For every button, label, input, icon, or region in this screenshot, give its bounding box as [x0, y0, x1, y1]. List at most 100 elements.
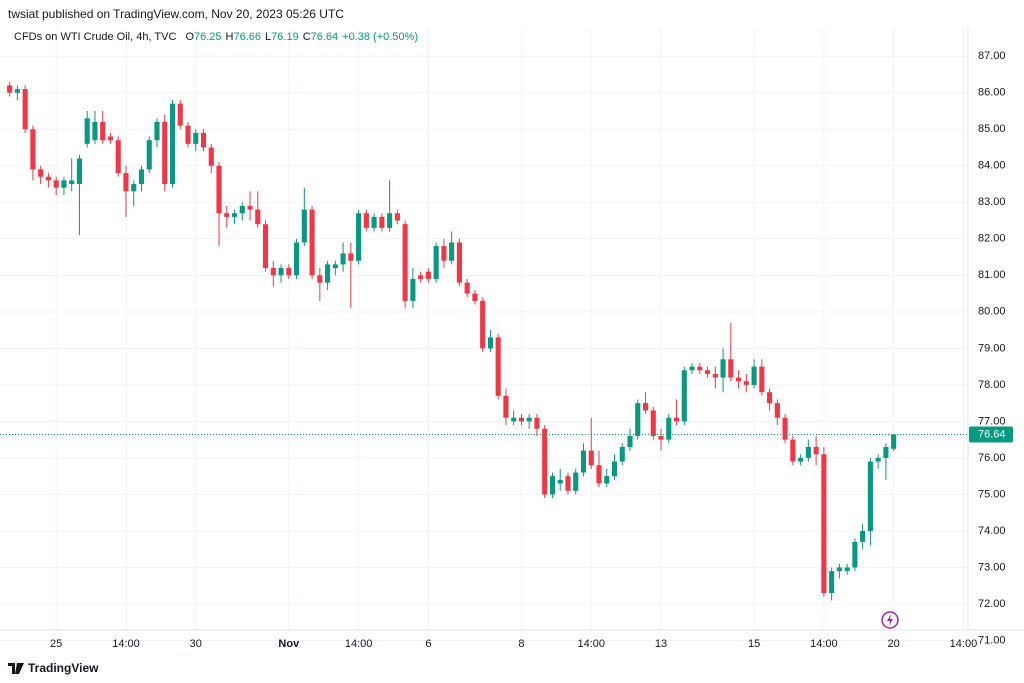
candle-body — [278, 268, 284, 276]
candle-body — [759, 366, 765, 393]
x-tick-label: 14:00 — [345, 638, 373, 650]
candle-body — [666, 417, 672, 440]
symbol: CFDs on WTI Crude Oil, 4h, TVC — [14, 31, 176, 43]
candle-body — [557, 479, 563, 484]
candle-body — [100, 121, 106, 141]
candle-body — [239, 205, 245, 214]
y-tick-label: 78.00 — [978, 379, 1006, 391]
y-tick-label: 71.00 — [978, 634, 1006, 646]
axes: 71.00 72.00 73.00 74.00 75.00 76.00 77.00 78.00… — [50, 50, 1013, 650]
candle-body — [177, 103, 183, 126]
candle-body — [216, 165, 222, 214]
y-tick-label: 84.00 — [978, 160, 1006, 172]
candle-body — [860, 530, 866, 542]
candle-body — [84, 118, 90, 144]
candle-body — [813, 446, 819, 455]
candle-body — [425, 271, 431, 279]
y-tick-label: 76.00 — [978, 452, 1006, 464]
candle-body — [317, 275, 323, 283]
candles — [0, 81, 968, 601]
candle-body — [604, 476, 610, 484]
candle-body — [38, 169, 44, 177]
y-tick-label: 77.00 — [978, 415, 1006, 427]
candle-body — [821, 454, 827, 594]
brand-logo: TradingView — [8, 661, 99, 675]
x-tick-label: 30 — [190, 638, 202, 650]
candle-body — [356, 213, 362, 261]
candle-body — [115, 140, 121, 174]
candle-body — [511, 417, 517, 422]
ohlc-label: L — [265, 31, 271, 43]
flash-bolt — [887, 614, 893, 626]
y-tick-label: 74.00 — [978, 525, 1006, 537]
candle-body — [704, 370, 711, 374]
y-tick-label: 82.00 — [978, 233, 1006, 245]
candle-body — [728, 359, 734, 378]
candle-body — [456, 242, 462, 283]
candle-body — [844, 567, 850, 572]
candle-body — [635, 403, 641, 437]
candle-body — [255, 209, 261, 225]
candle-body — [30, 129, 36, 170]
candle-body — [169, 103, 176, 185]
candle-body — [441, 246, 447, 261]
candle-body — [371, 216, 377, 228]
candle-body — [875, 457, 881, 462]
candle-body — [69, 180, 75, 185]
candle-body — [92, 121, 98, 141]
candle-body — [767, 392, 773, 404]
candle-body — [697, 366, 703, 371]
ohlc-label: H — [226, 31, 234, 43]
candle-body — [798, 457, 804, 462]
candle-body — [549, 476, 556, 495]
candle-body — [503, 395, 509, 418]
ohlc-value: 76.66 — [234, 31, 262, 43]
candle-body — [262, 224, 269, 269]
candle-body — [627, 436, 633, 447]
candle-body — [418, 275, 424, 279]
candle-body — [286, 268, 292, 276]
y-tick-label: 73.00 — [978, 561, 1006, 573]
candle-body — [76, 158, 83, 185]
candle-body — [154, 121, 160, 141]
candle-body — [712, 373, 718, 378]
candle-body — [611, 461, 618, 477]
candle-body — [433, 246, 439, 279]
candle-body — [573, 472, 579, 491]
y-tick-label: 83.00 — [978, 196, 1006, 208]
candle-body — [22, 89, 28, 130]
y-tick-label: 72.00 — [978, 598, 1006, 610]
candle-body — [61, 180, 67, 188]
x-tick-label: 14:00 — [112, 638, 140, 650]
y-tick-label: 87.00 — [978, 50, 1006, 62]
candle-body — [580, 450, 587, 473]
y-tick-label: 81.00 — [978, 269, 1006, 281]
candle-body — [472, 293, 478, 301]
candle-body — [619, 446, 625, 462]
candle-body — [247, 205, 253, 210]
candle-body — [363, 213, 369, 228]
candle-body — [387, 213, 393, 228]
published-line: twsiat published on TradingView.com, Nov… — [8, 7, 344, 21]
change: +0.38 (+0.50%) — [342, 31, 418, 43]
candle-body — [883, 446, 889, 458]
grid — [0, 28, 968, 642]
candle-body — [464, 282, 470, 294]
x-tick-label: 25 — [50, 638, 62, 650]
candle-body — [208, 147, 214, 166]
candle-body — [348, 253, 354, 261]
candle-body — [805, 446, 811, 458]
y-tick-label: 86.00 — [978, 87, 1006, 99]
ohlc-label: C — [303, 31, 311, 43]
symbol-legend: CFDs on WTI Crude Oil, 4h, TVC O76.25 H76… — [14, 31, 418, 43]
candle-body — [526, 417, 532, 422]
flash-icon[interactable] — [881, 611, 899, 629]
candle-body — [596, 465, 602, 484]
x-tick-label: 15 — [748, 638, 760, 650]
ohlc-value: 76.19 — [271, 31, 299, 43]
candle-body — [14, 89, 20, 93]
candle-body — [565, 476, 571, 491]
candle-body — [332, 264, 338, 269]
